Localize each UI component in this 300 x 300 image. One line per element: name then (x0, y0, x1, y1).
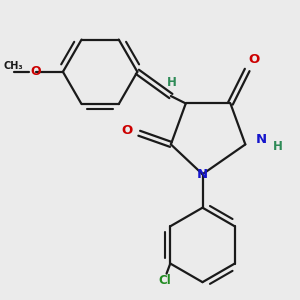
Text: H: H (167, 76, 177, 89)
Text: O: O (122, 124, 133, 137)
Text: H: H (273, 140, 283, 153)
Text: N: N (256, 134, 267, 146)
Text: CH₃: CH₃ (3, 61, 23, 71)
Text: O: O (248, 53, 260, 66)
Text: Cl: Cl (158, 274, 171, 287)
Text: O: O (31, 65, 41, 78)
Text: N: N (197, 168, 208, 181)
